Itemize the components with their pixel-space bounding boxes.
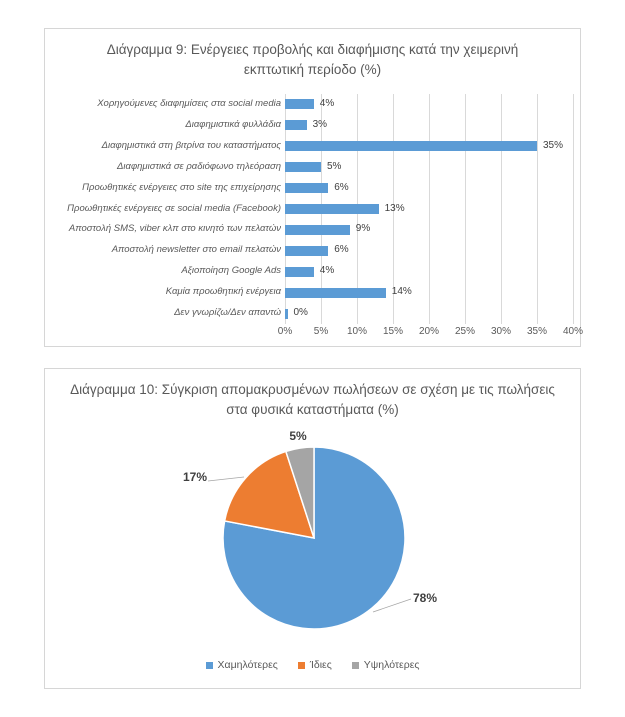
bar-value-label: 0% — [293, 307, 308, 319]
leader-line-lower — [372, 598, 412, 613]
bar — [285, 287, 386, 298]
bar-row: Προωθητικές ενέργειες σε social media (F… — [45, 199, 582, 220]
gridline — [573, 94, 574, 324]
bar-category-label: Προωθητικές ενέργειες σε social media (F… — [67, 202, 281, 214]
x-axis-tick-label: 5% — [313, 326, 329, 337]
bar-category-label: Διαφημιστικά στη βιτρίνα του καταστήματο… — [101, 139, 281, 151]
gridline — [393, 94, 394, 324]
pie-slice-2 — [284, 446, 315, 539]
pie-slice-1 — [223, 450, 316, 539]
bar-row: Δεν γνωρίζω/Δεν απαντώ 0% — [45, 303, 582, 324]
x-axis-tick-label: 30% — [490, 326, 512, 337]
bar-value-label: 9% — [355, 223, 371, 235]
bar-category-label: Δεν γνωρίζω/Δεν απαντώ — [174, 307, 281, 319]
bar-category-label: Διαφημιστικά φυλλάδια — [185, 118, 281, 130]
pie-chart-graphic — [207, 446, 412, 630]
legend-label: Υψηλότερες — [363, 659, 420, 671]
bar — [285, 99, 314, 110]
bar — [285, 162, 321, 173]
bar — [285, 245, 329, 256]
bar-row: Διαφημιστικά φυλλάδια 3% — [45, 115, 582, 136]
bar — [285, 203, 379, 214]
pie-data-label-higher: 5% — [289, 429, 307, 443]
bar-value-label: 5% — [327, 160, 342, 172]
bar — [285, 308, 288, 319]
x-axis-tick-label: 35% — [526, 326, 548, 337]
bar — [285, 266, 314, 277]
pie-data-label-lower: 78% — [413, 591, 438, 605]
bar-value-label: 6% — [334, 181, 349, 193]
legend-swatch-icon — [205, 661, 213, 669]
x-axis-tick-label: 25% — [454, 326, 476, 337]
x-axis-tick-label: 15% — [382, 326, 404, 337]
bar-row: Χορηγούμενες διαφημίσεις στα social medi… — [45, 94, 582, 115]
bar — [285, 224, 350, 235]
bar-category-label: Διαφημιστικά σε ραδιόφωνο τηλεόραση — [117, 160, 281, 172]
bar-row: Διαφημιστικά σε ραδιόφωνο τηλεόραση 5% — [45, 157, 582, 178]
bar-chart-plot-area: Χορηγούμενες διαφημίσεις στα social medi… — [45, 29, 582, 348]
bar-category-label: Αποστολή newsletter στο email πελατών — [111, 244, 281, 256]
legend-swatch-icon — [297, 661, 305, 669]
bar-value-label: 13% — [384, 202, 405, 214]
bar-value-label: 4% — [319, 265, 335, 277]
bar-value-label: 3% — [312, 118, 328, 130]
gridline — [501, 94, 502, 324]
bar-category-label: Αποστολή SMS, viber κλπ στο κινητό των π… — [68, 223, 281, 235]
bar-value-label: 35% — [543, 139, 564, 151]
bar — [285, 120, 307, 131]
x-axis-tick-label: 20% — [418, 326, 440, 337]
bar-row: Διαφημιστικά στη βιτρίνα του καταστήματο… — [45, 136, 582, 157]
bar-chart-x-axis: 0% 5% 10% 15% 20% 25% 30% 35% 40% — [45, 326, 584, 340]
bar-chart-title: Διάγραμμα 9: Ενέργειες προβολής και διαφ… — [45, 40, 580, 79]
pie-data-label-same: 17% — [182, 470, 207, 484]
bar — [285, 183, 329, 194]
bar-value-label: 4% — [319, 98, 335, 109]
x-axis-tick-label: 40% — [562, 326, 584, 337]
legend-swatch-icon — [351, 661, 359, 669]
pie-slice-0 — [222, 446, 406, 630]
pie-chart-card: Διάγραμμα 10: Σύγκριση απομακρυσμένων πω… — [44, 368, 581, 689]
x-axis-tick-label: 0% — [277, 326, 293, 337]
gridline — [537, 94, 538, 324]
gridline — [465, 94, 466, 324]
bar-value-label: 14% — [391, 286, 412, 298]
legend-item-1: Ίδιες — [297, 659, 332, 671]
bar-row: Προωθητικές ενέργειες στο site της επιχε… — [45, 178, 582, 199]
legend-item-0: Χαμηλότερες — [205, 659, 278, 671]
bar-chart-card: Διάγραμμα 9: Ενέργειες προβολής και διαφ… — [44, 28, 584, 348]
legend-label: Χαμηλότερες — [217, 659, 278, 671]
leader-line-same — [207, 476, 245, 482]
bar-category-label: Προωθητικές ενέργειες στο site της επιχε… — [82, 181, 281, 193]
pie-chart-title-text: Διάγραμμα 10: Σύγκριση απομακρυσμένων πω… — [70, 382, 555, 417]
bar-row: Αξιοποίηση Google Ads 4% — [45, 261, 582, 282]
bar-category-label: Καμία προωθητική ενέργεια — [165, 286, 281, 298]
bar-chart-title-text: Διάγραμμα 9: Ενέργειες προβολής και διαφ… — [106, 42, 519, 77]
bar-category-label: Χορηγούμενες διαφημίσεις στα social medi… — [97, 98, 281, 109]
bar-row: Καμία προωθητική ενέργεια 14% — [45, 282, 582, 303]
bar-row: Αποστολή SMS, viber κλπ στο κινητό των π… — [45, 219, 582, 240]
legend-item-2: Υψηλότερες — [351, 659, 420, 671]
pie-chart-title: Διάγραμμα 10: Σύγκριση απομακρυσμένων πω… — [45, 380, 580, 419]
bar — [285, 141, 537, 152]
legend-label: Ίδιες — [309, 659, 332, 671]
pie-chart-legend: Χαμηλότερες Ίδιες Υψηλότερες — [45, 659, 580, 671]
bar-value-label: 6% — [334, 244, 349, 256]
gridline — [429, 94, 430, 324]
x-axis-tick-label: 10% — [346, 326, 368, 337]
bar-category-label: Αξιοποίηση Google Ads — [181, 265, 281, 277]
bar-row: Αποστολή newsletter στο email πελατών 6% — [45, 240, 582, 261]
